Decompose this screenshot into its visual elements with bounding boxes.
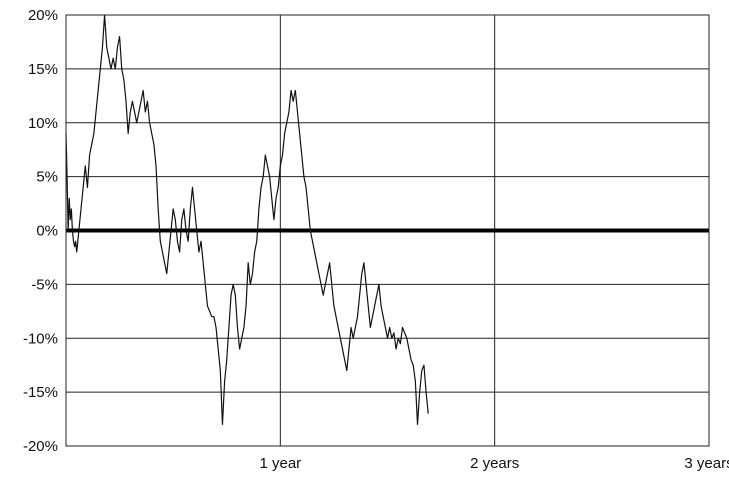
plot-frame bbox=[65, 14, 710, 447]
series-layer bbox=[65, 14, 429, 426]
x-tick-label: 1 year bbox=[259, 455, 301, 472]
y-tick-label: 10% bbox=[28, 115, 58, 132]
tick-label-layer: 20% 15% 10% 5% 0% -5% -10% -15% -20% 1 year 2 year… bbox=[23, 7, 729, 472]
x-tick-label: 3 years bbox=[684, 455, 729, 472]
y-tick-label: 0% bbox=[36, 223, 58, 240]
y-tick-label: 15% bbox=[28, 61, 58, 78]
y-tick-label: -5% bbox=[31, 276, 58, 293]
y-tick-label: 20% bbox=[28, 7, 58, 24]
y-tick-label: -20% bbox=[23, 438, 58, 455]
x-tick-label: 2 years bbox=[470, 455, 519, 472]
y-tick-label: -10% bbox=[23, 330, 58, 347]
series-line bbox=[65, 14, 429, 426]
y-tick-label: 5% bbox=[36, 169, 58, 186]
y-tick-label: -15% bbox=[23, 384, 58, 401]
grid-layer bbox=[66, 14, 709, 447]
